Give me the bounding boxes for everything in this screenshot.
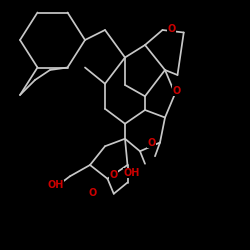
Text: O: O [172, 86, 180, 96]
Text: O: O [88, 188, 96, 198]
Text: OH: OH [47, 180, 64, 190]
Text: O: O [167, 24, 175, 34]
Text: OH: OH [124, 168, 140, 178]
Text: O: O [147, 138, 156, 147]
Text: O: O [110, 170, 118, 180]
